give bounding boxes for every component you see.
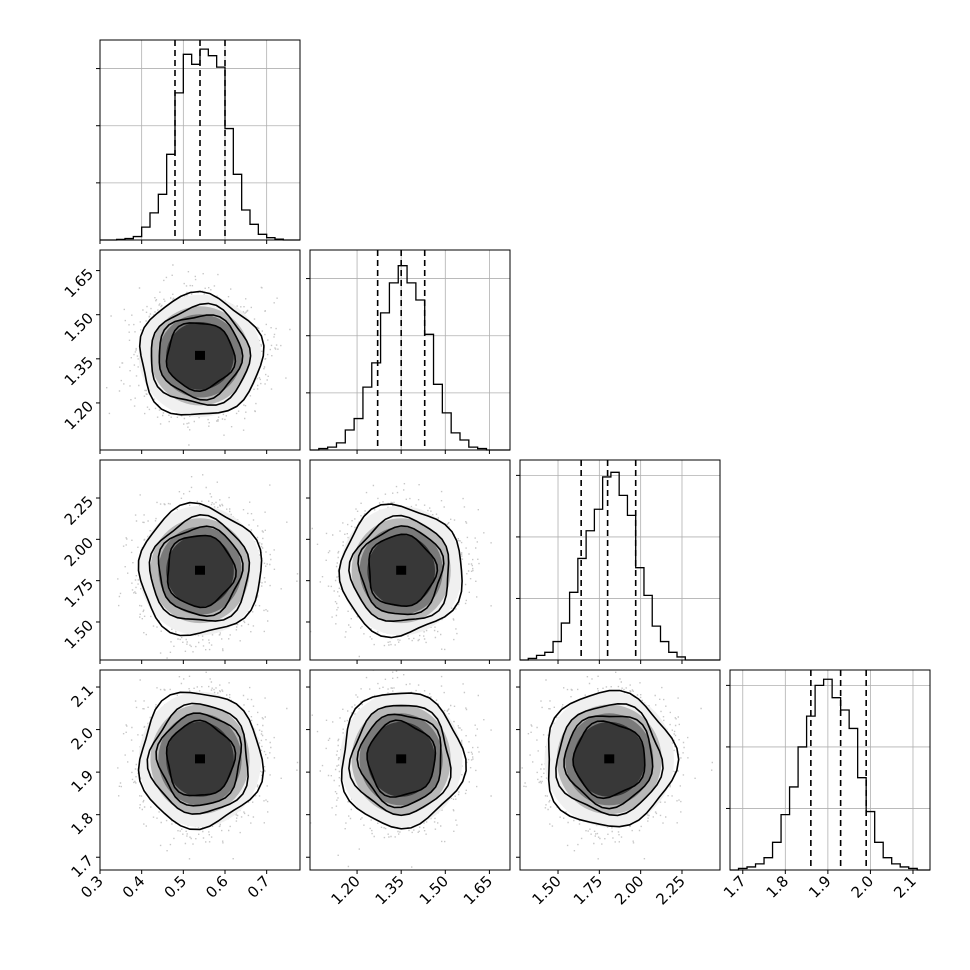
panel-frame (99, 249, 301, 451)
panel-frame (99, 459, 301, 661)
x-tick-label-p4: 2.0 (848, 872, 878, 902)
contour-line-1 (158, 314, 244, 401)
histogram-p2 (310, 265, 510, 451)
panel-content (117, 670, 299, 860)
y-tick-label-p2: 1.50 (61, 309, 97, 345)
contour-line-2 (146, 702, 249, 815)
scatter-panel-p2-p4 (309, 669, 511, 871)
x-tick-label-p1: 0.6 (202, 872, 232, 902)
x-tick-label-p4: 1.8 (763, 872, 793, 902)
panel-content (106, 264, 291, 446)
y-tick-label-p3: 2.25 (61, 492, 97, 528)
x-tick-label-p4: 2.1 (890, 872, 920, 902)
scatter-panel-p1-p3 (99, 459, 301, 661)
panel-content (310, 670, 492, 868)
y-tick-label-p4: 2.0 (67, 724, 97, 754)
contour-line-0 (366, 719, 437, 798)
panel-frame (309, 249, 511, 451)
y-tick-label-p3: 1.50 (61, 616, 97, 652)
contour-line-3 (137, 691, 265, 831)
y-tick-label-p4: 2.1 (67, 681, 97, 711)
contour-line-3 (138, 290, 265, 416)
contour-line-3 (547, 689, 680, 828)
scatter-panel-p1-p4 (99, 669, 301, 871)
scatter-panel-p1-p2 (99, 249, 301, 451)
panel-frame (519, 459, 721, 661)
contour-line-2 (150, 302, 252, 406)
histogram-p3 (520, 471, 720, 661)
x-tick-label-p2: 1.20 (328, 872, 364, 908)
histogram-p4 (730, 678, 930, 871)
y-tick-label-p2: 1.20 (61, 397, 97, 433)
contour-line-0 (572, 720, 646, 800)
panel-frame (99, 39, 301, 241)
y-tick-label-p2: 1.35 (61, 353, 97, 389)
contour-line-1 (157, 525, 244, 618)
panel-frame (309, 459, 511, 661)
x-tick-label-p1: 0.4 (119, 872, 149, 902)
density-peak (396, 565, 407, 575)
x-tick-label-p3: 1.50 (528, 872, 564, 908)
x-tick-label-p4: 1.9 (805, 872, 835, 902)
y-tick-label-p4: 1.9 (67, 766, 97, 796)
contour-line-1 (155, 712, 243, 807)
contour-line-1 (356, 713, 442, 809)
panel-frame (519, 669, 721, 871)
histogram-panel-p3 (516, 459, 721, 661)
panel-content (117, 474, 299, 659)
x-tick-label-p2: 1.35 (372, 872, 408, 908)
histogram-panel-p2 (306, 249, 511, 451)
histogram-panel-p4 (726, 669, 931, 871)
contour-line-1 (357, 525, 445, 616)
x-tick-label-p3: 2.00 (611, 872, 647, 908)
density-peak (604, 754, 615, 764)
panel-content (521, 670, 713, 860)
panel-content (310, 483, 492, 658)
contour-line-1 (563, 715, 654, 810)
histogram-p1 (100, 48, 300, 241)
y-tick-label-p3: 2.00 (61, 534, 97, 570)
density-peak (195, 565, 205, 575)
scatter-panel-p3-p4 (519, 669, 721, 871)
panel-frame (309, 669, 511, 871)
contour-line-3 (137, 501, 263, 637)
panel-frame (729, 669, 931, 871)
contour-line-0 (165, 322, 237, 393)
contour-line-3 (338, 503, 463, 639)
density-peak (195, 754, 205, 764)
x-tick-label-p1: 0.5 (161, 872, 191, 902)
x-tick-label-p1: 0.7 (244, 872, 274, 902)
contour-line-0 (165, 719, 237, 797)
y-tick-label-p4: 1.8 (67, 809, 97, 839)
density-peak (396, 754, 407, 764)
contour-line-2 (348, 514, 450, 623)
contour-line-0 (368, 533, 439, 608)
contour-line-2 (348, 704, 452, 817)
contour-line-3 (340, 692, 467, 830)
contour-line-2 (148, 513, 251, 622)
x-tick-label-p3: 1.75 (570, 872, 606, 908)
x-tick-label-p3: 2.25 (652, 872, 688, 908)
y-tick-label-p2: 1.65 (61, 265, 97, 301)
x-tick-label-p2: 1.50 (416, 872, 452, 908)
x-tick-label-p2: 1.65 (460, 872, 496, 908)
scatter-panel-p2-p3 (309, 459, 511, 661)
panel-frame (99, 669, 301, 871)
x-tick-label-p4: 1.7 (720, 872, 750, 902)
contour-line-2 (555, 702, 664, 817)
y-tick-label-p3: 1.75 (61, 575, 97, 611)
density-peak (195, 350, 205, 360)
histogram-panel-p1 (96, 39, 301, 241)
contour-line-0 (166, 534, 237, 609)
